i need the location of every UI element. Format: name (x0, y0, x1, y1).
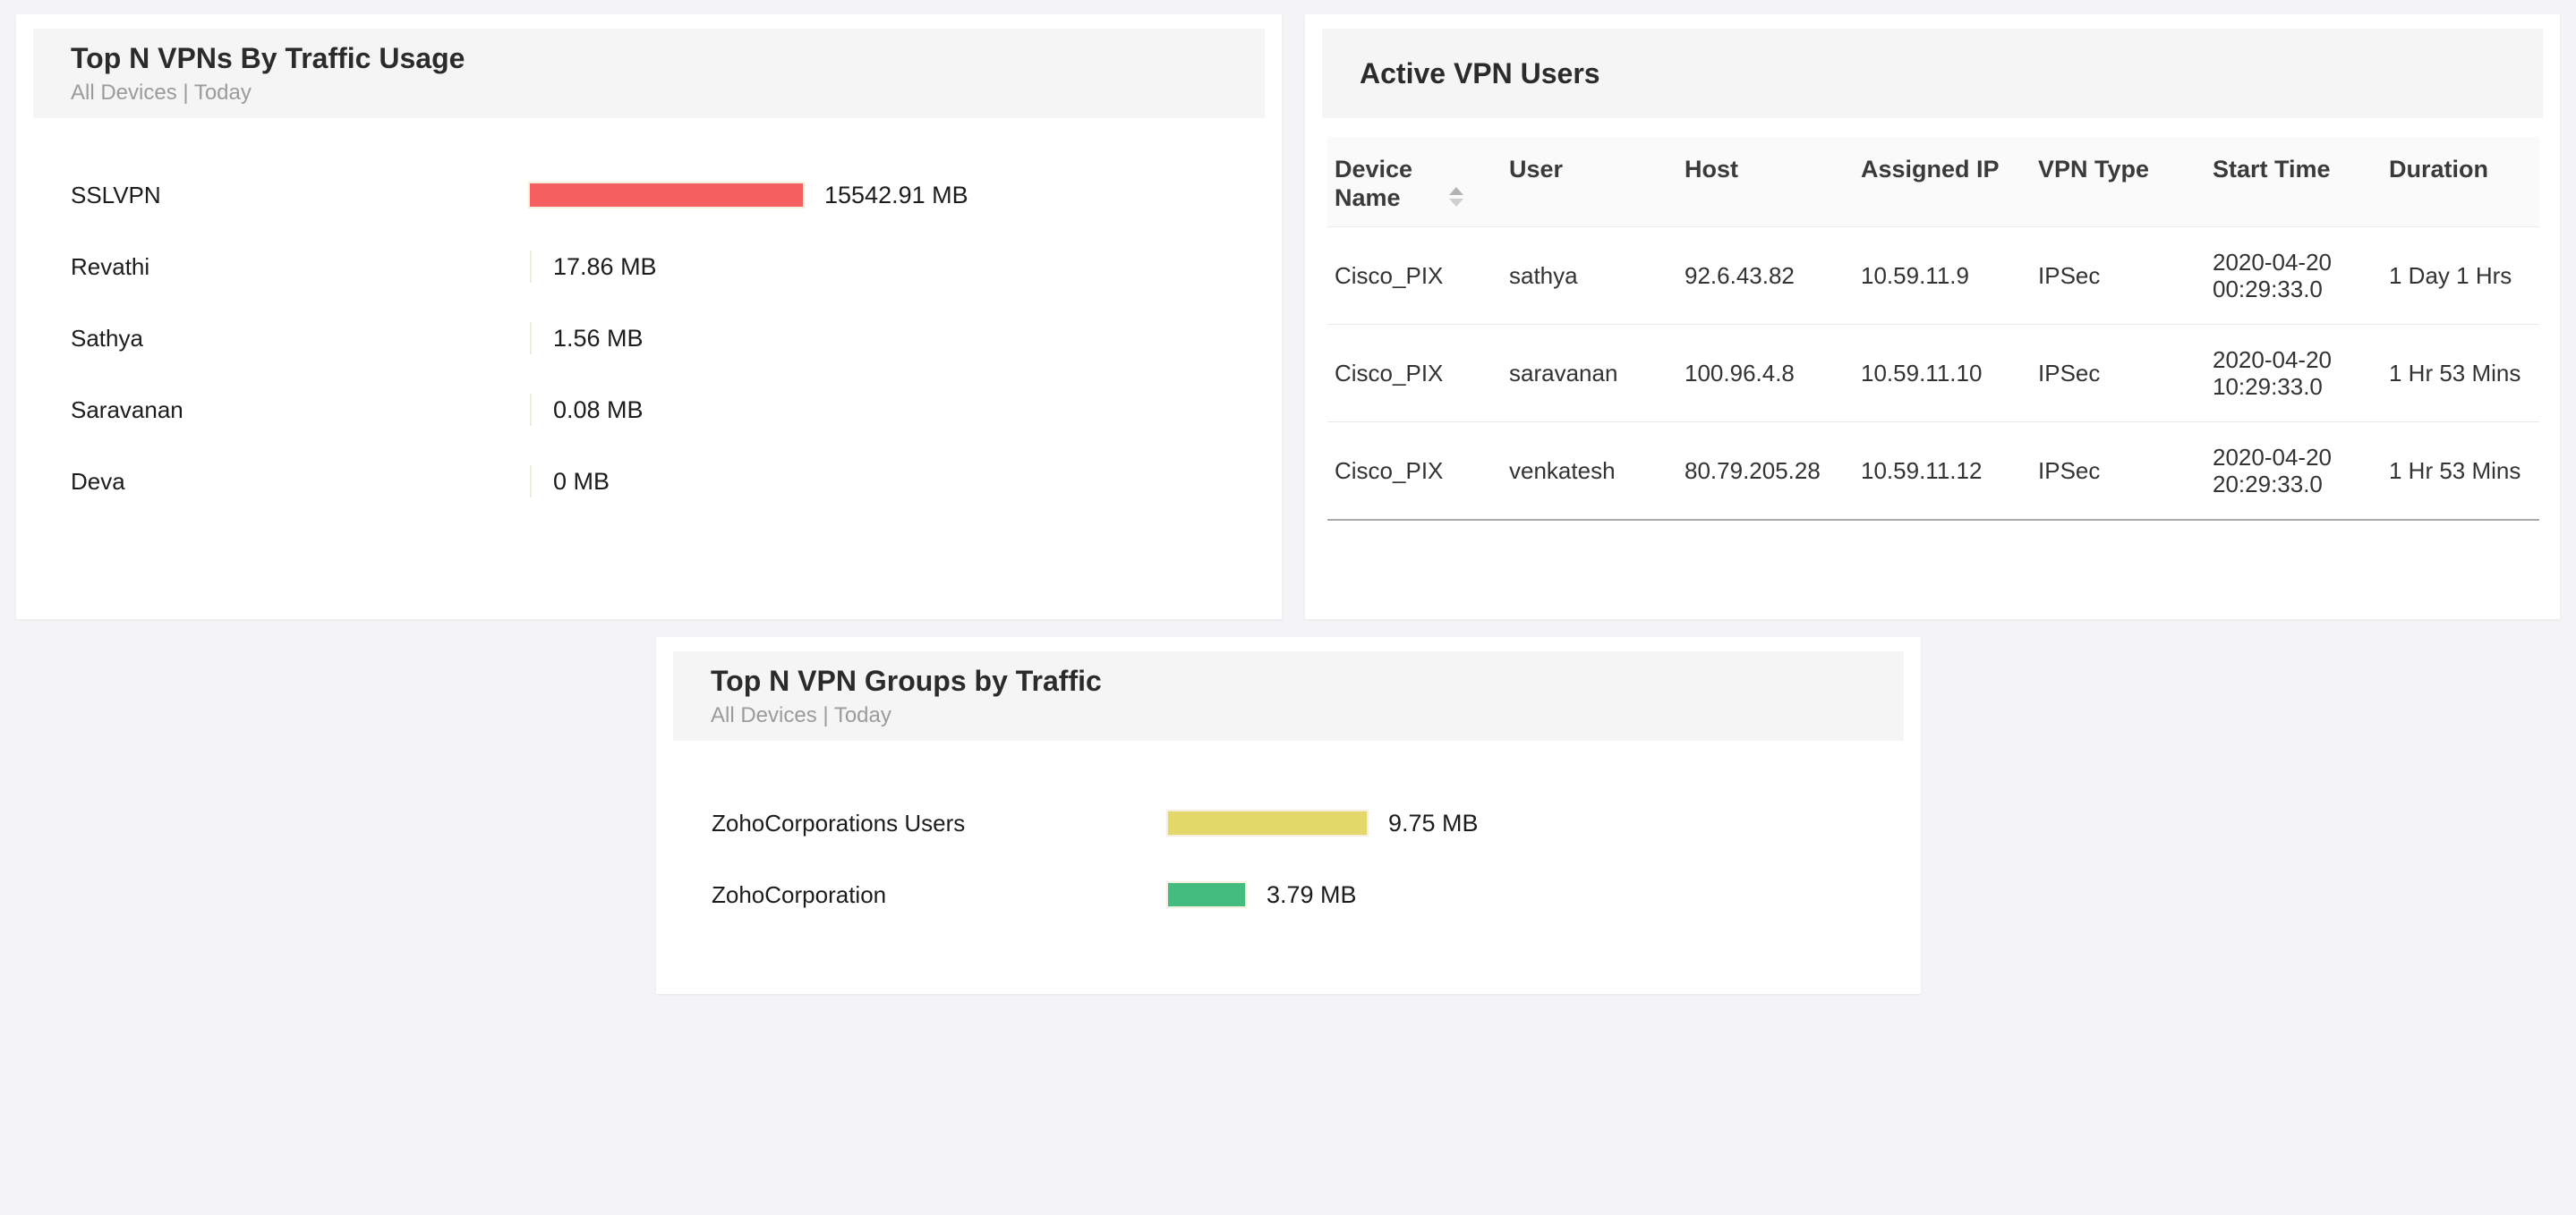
active-users-widget-header: Active VPN Users (1322, 29, 2543, 118)
traffic-bar-revathi[interactable] (530, 251, 532, 283)
table-header-row: Device Name User Host Assigned IP VPN Ty… (1327, 137, 2539, 227)
value-label: 3.79 MB (1267, 880, 1357, 908)
widget-subtitle: All Devices | Today (711, 703, 891, 727)
chart-row: Sathya 1.56 MB (16, 302, 1282, 374)
chart-row: ZohoCorporations Users 9.75 MB (656, 787, 1921, 859)
vpn-groups-widget-header: Top N VPN Groups by Traffic All Devices … (673, 651, 1904, 741)
category-label: Sathya (71, 324, 143, 352)
cell-duration: 1 Day 1 Hrs (2382, 226, 2539, 325)
category-label: Deva (71, 467, 125, 495)
column-header-device-name[interactable]: Device Name (1327, 137, 1502, 227)
cell-user: saravanan (1502, 324, 1677, 422)
cell-assigned-ip: 10.59.11.10 (1854, 324, 2031, 422)
value-label: 17.86 MB (553, 252, 657, 280)
cell-device-name: Cisco_PIX (1327, 226, 1502, 325)
chart-row: ZohoCorporation 3.79 MB (656, 859, 1921, 930)
value-label: 15542.91 MB (824, 181, 968, 208)
table-row: Cisco_PIX venkatesh 80.79.205.28 10.59.1… (1327, 421, 2539, 521)
active-vpn-users-table: Device Name User Host Assigned IP VPN Ty… (1327, 137, 2539, 521)
chart-row: SSLVPN 15542.91 MB (16, 159, 1282, 231)
value-label: 1.56 MB (553, 324, 644, 352)
column-header-start-time: Start Time (2205, 137, 2382, 227)
bar-zone: 0 MB (530, 446, 610, 517)
cell-host: 92.6.43.82 (1677, 226, 1854, 325)
widget-title: Top N VPNs By Traffic Usage (71, 42, 465, 74)
traffic-bar-sathya[interactable] (530, 322, 532, 354)
top-vpns-chart: SSLVPN 15542.91 MB Revathi 17.86 MB Sath… (16, 159, 1282, 517)
cell-device-name: Cisco_PIX (1327, 324, 1502, 422)
cell-assigned-ip: 10.59.11.9 (1854, 226, 2031, 325)
column-header-label: Device Name (1335, 156, 1413, 211)
widget-subtitle: All Devices | Today (71, 81, 252, 105)
active-vpn-users-widget: Active VPN Users Device Name (1305, 14, 2560, 619)
category-label: Saravanan (71, 395, 183, 423)
top-vpns-widget-header: Top N VPNs By Traffic Usage All Devices … (33, 29, 1265, 118)
bar-zone: 15542.91 MB (530, 159, 968, 231)
category-label: SSLVPN (71, 181, 161, 208)
bar-zone: 0.08 MB (530, 374, 644, 446)
value-label: 9.75 MB (1388, 809, 1479, 837)
column-header-user: User (1502, 137, 1677, 227)
table-row: Cisco_PIX saravanan 100.96.4.8 10.59.11.… (1327, 324, 2539, 422)
vpn-groups-widget: Top N VPN Groups by Traffic All Devices … (656, 637, 1921, 994)
widget-title: Top N VPN Groups by Traffic (711, 665, 1102, 697)
bar-zone: 9.75 MB (1168, 787, 1479, 859)
traffic-bar-deva[interactable] (530, 465, 532, 497)
category-label: ZohoCorporations Users (712, 809, 966, 837)
value-label: 0 MB (553, 467, 610, 495)
cell-assigned-ip: 10.59.11.12 (1854, 421, 2031, 521)
chart-row: Saravanan 0.08 MB (16, 374, 1282, 446)
cell-device-name: Cisco_PIX (1327, 421, 1502, 521)
cell-duration: 1 Hr 53 Mins (2382, 324, 2539, 422)
sort-arrows-icon[interactable] (1449, 187, 1463, 207)
column-header-vpn-type: VPN Type (2031, 137, 2205, 227)
category-label: ZohoCorporation (712, 880, 887, 908)
cell-vpn-type: IPSec (2031, 421, 2205, 521)
sort-descending-icon (1449, 199, 1463, 207)
column-header-assigned-ip: Assigned IP (1854, 137, 2031, 227)
chart-row: Deva 0 MB (16, 446, 1282, 517)
bar-zone: 1.56 MB (530, 302, 644, 374)
category-label: Revathi (71, 252, 150, 280)
bar-zone: 17.86 MB (530, 231, 657, 302)
top-vpns-widget: Top N VPNs By Traffic Usage All Devices … (16, 14, 1282, 619)
cell-start-time: 2020-04-20 00:29:33.0 (2205, 226, 2382, 325)
cell-vpn-type: IPSec (2031, 324, 2205, 422)
cell-start-time: 2020-04-20 20:29:33.0 (2205, 421, 2382, 521)
traffic-bar-zohocorporation[interactable] (1168, 883, 1245, 906)
cell-host: 100.96.4.8 (1677, 324, 1854, 422)
vpn-groups-chart: ZohoCorporations Users 9.75 MB ZohoCorpo… (656, 787, 1921, 930)
widget-title: Active VPN Users (1360, 57, 1600, 89)
column-header-duration: Duration (2382, 137, 2539, 227)
cell-user: venkatesh (1502, 421, 1677, 521)
cell-user: sathya (1502, 226, 1677, 325)
traffic-bar-zohocorporations-users[interactable] (1168, 811, 1367, 835)
column-header-host: Host (1677, 137, 1854, 227)
table-row: Cisco_PIX sathya 92.6.43.82 10.59.11.9 I… (1327, 226, 2539, 325)
cell-duration: 1 Hr 53 Mins (2382, 421, 2539, 521)
cell-start-time: 2020-04-20 10:29:33.0 (2205, 324, 2382, 422)
sort-ascending-icon (1449, 187, 1463, 195)
traffic-bar-sslvpn[interactable] (530, 183, 803, 207)
traffic-bar-saravanan[interactable] (530, 394, 532, 426)
chart-row: Revathi 17.86 MB (16, 231, 1282, 302)
value-label: 0.08 MB (553, 395, 644, 423)
bar-zone: 3.79 MB (1168, 859, 1357, 930)
cell-host: 80.79.205.28 (1677, 421, 1854, 521)
cell-vpn-type: IPSec (2031, 226, 2205, 325)
